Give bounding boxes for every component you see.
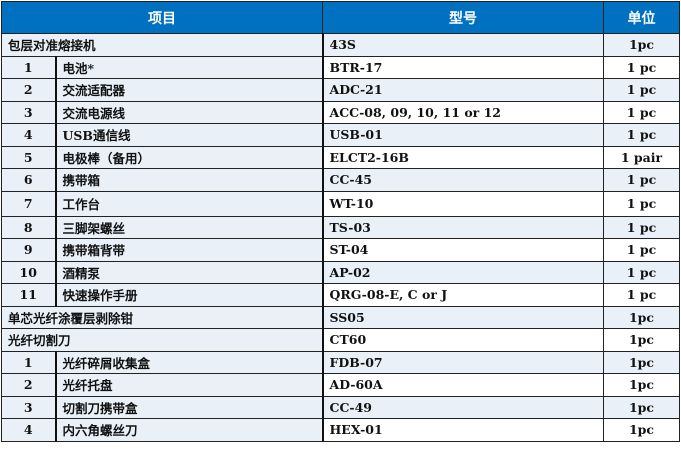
- table-row: 1 电池* BTR-17 1 pc: [1, 55, 680, 79]
- model-cell: ELCT2-16B: [321, 145, 604, 169]
- unit-cell: 1pc: [603, 33, 680, 57]
- unit-cell: 1pc: [603, 418, 680, 442]
- table-row: 4 内六角螺丝刀 HEX-01 1pc: [1, 418, 680, 442]
- table-row: 3 交流电源线 ACC-08, 09, 10, 11 or 12 1 pc: [1, 100, 680, 124]
- item-number-cell: 7: [1, 190, 57, 217]
- header-row: 项目 型号 单位: [1, 1, 680, 34]
- item-name-cell: 快速操作手册: [55, 283, 323, 307]
- unit-cell: 1 pair: [603, 145, 680, 169]
- model-cell: ADC-21: [321, 78, 604, 102]
- accessory-table: 项目 型号 单位 包层对准熔接机 43S 1pc 1 电池* BTR-17 1 pc 2 交流适…: [1, 1, 680, 442]
- item-name-cell: USB通信线: [55, 123, 323, 147]
- unit-cell: 1 pc: [603, 78, 680, 102]
- table-row: 9 携带箱背带 ST-04 1 pc: [1, 238, 680, 262]
- item-name-cell: 三脚架螺丝: [55, 215, 323, 239]
- item-number-cell: 11: [1, 283, 57, 307]
- model-cell: ST-04: [321, 238, 604, 262]
- unit-cell: 1 pc: [603, 168, 680, 192]
- item-name-cell: 电池*: [55, 55, 323, 79]
- model-cell: USB-01: [321, 123, 604, 147]
- table-row: 包层对准熔接机 43S 1pc: [1, 33, 680, 57]
- group-name-cell: 单芯光纤涂覆层剥除钳: [1, 305, 323, 329]
- table-row: 2 光纤托盘 AD-60A 1pc: [1, 373, 680, 397]
- item-name-cell: 切割刀携带盒: [55, 395, 323, 419]
- model-cell: WT-10: [321, 190, 604, 217]
- table-row: 8 三脚架螺丝 TS-03 1 pc: [1, 215, 680, 239]
- header-model: 型号: [322, 1, 604, 34]
- model-cell: SS05: [321, 305, 604, 329]
- item-name-cell: 电极棒（备用）: [55, 145, 323, 169]
- item-name-cell: 酒精泵: [55, 260, 323, 284]
- table-row: 1 光纤碎屑收集盒 FDB-07 1pc: [1, 350, 680, 374]
- item-number-cell: 10: [1, 260, 57, 284]
- model-cell: CC-45: [321, 168, 604, 192]
- item-number-cell: 5: [1, 145, 57, 169]
- unit-cell: 1 pc: [603, 190, 680, 217]
- item-number-cell: 1: [1, 55, 57, 79]
- model-cell: TS-03: [321, 215, 604, 239]
- group-name-cell: 光纤切割刀: [1, 328, 323, 352]
- unit-cell: 1pc: [603, 395, 680, 419]
- model-cell: FDB-07: [321, 350, 604, 374]
- unit-cell: 1pc: [603, 350, 680, 374]
- unit-cell: 1 pc: [603, 238, 680, 262]
- model-cell: BTR-17: [321, 55, 604, 79]
- model-cell: AD-60A: [321, 373, 604, 397]
- table-row: 4 USB通信线 USB-01 1 pc: [1, 123, 680, 147]
- item-number-cell: 2: [1, 78, 57, 102]
- item-name-cell: 携带箱背带: [55, 238, 323, 262]
- unit-cell: 1pc: [603, 328, 680, 352]
- unit-cell: 1 pc: [603, 215, 680, 239]
- item-name-cell: 交流适配器: [55, 78, 323, 102]
- unit-cell: 1 pc: [603, 123, 680, 147]
- model-cell: HEX-01: [321, 418, 604, 442]
- model-cell: CC-49: [321, 395, 604, 419]
- model-cell: AP-02: [321, 260, 604, 284]
- item-name-cell: 内六角螺丝刀: [55, 418, 323, 442]
- unit-cell: 1 pc: [603, 283, 680, 307]
- header-unit: 单位: [603, 1, 680, 34]
- item-number-cell: 9: [1, 238, 57, 262]
- item-name-cell: 光纤碎屑收集盒: [55, 350, 323, 374]
- model-cell: 43S: [321, 33, 604, 57]
- unit-cell: 1pc: [603, 305, 680, 329]
- table-row: 光纤切割刀 CT60 1pc: [1, 328, 680, 352]
- table-row: 10 酒精泵 AP-02 1 pc: [1, 260, 680, 284]
- item-name-cell: 交流电源线: [55, 100, 323, 124]
- item-number-cell: 2: [1, 373, 57, 397]
- table-row: 6 携带箱 CC-45 1 pc: [1, 168, 680, 192]
- item-number-cell: 8: [1, 215, 57, 239]
- table-row: 3 切割刀携带盒 CC-49 1pc: [1, 395, 680, 419]
- table-row: 5 电极棒（备用） ELCT2-16B 1 pair: [1, 145, 680, 169]
- group-name-cell: 包层对准熔接机: [1, 33, 323, 57]
- table-row: 2 交流适配器 ADC-21 1 pc: [1, 78, 680, 102]
- item-number-cell: 3: [1, 395, 57, 419]
- unit-cell: 1 pc: [603, 100, 680, 124]
- unit-cell: 1pc: [603, 373, 680, 397]
- unit-cell: 1 pc: [603, 55, 680, 79]
- model-cell: QRG-08-E, C or J: [321, 283, 604, 307]
- table-row: 7 工作台 WT-10 1 pc: [1, 190, 680, 217]
- item-name-cell: 工作台: [55, 190, 323, 217]
- item-number-cell: 4: [1, 418, 57, 442]
- header-item: 项目: [1, 1, 323, 34]
- item-name-cell: 光纤托盘: [55, 373, 323, 397]
- item-name-cell: 携带箱: [55, 168, 323, 192]
- item-number-cell: 1: [1, 350, 57, 374]
- table-row: 单芯光纤涂覆层剥除钳 SS05 1pc: [1, 305, 680, 329]
- model-cell: CT60: [321, 328, 604, 352]
- item-number-cell: 4: [1, 123, 57, 147]
- unit-cell: 1 pc: [603, 260, 680, 284]
- item-number-cell: 3: [1, 100, 57, 124]
- item-number-cell: 6: [1, 168, 57, 192]
- model-cell: ACC-08, 09, 10, 11 or 12: [321, 100, 604, 124]
